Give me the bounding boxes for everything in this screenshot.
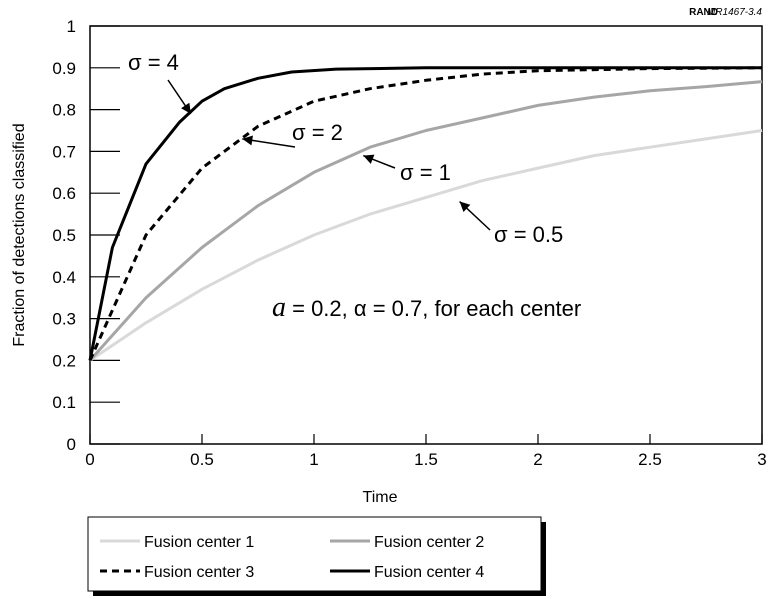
annotation-label: σ = 2 (292, 120, 343, 145)
x-tick-label: 0.5 (190, 450, 214, 469)
credit-code: MR1467-3.4 (707, 7, 762, 18)
series-line-fusion-center-3 (88, 66, 763, 362)
y-tick-label: 0.3 (52, 310, 76, 329)
legend-label: Fusion center 4 (374, 564, 484, 581)
annotation-arrowhead (459, 201, 471, 213)
annotation-label: σ = 1 (400, 160, 451, 185)
series-layer (88, 66, 763, 362)
parameter-a-symbol: a (272, 292, 286, 323)
x-tick-label: 2 (533, 450, 542, 469)
annotation-label: σ = 0.5 (494, 222, 563, 247)
credit-org: RAND (689, 7, 718, 18)
legend-items: Fusion center 1 Fusion center 2 Fusion cen… (100, 534, 484, 581)
y-axis: 0 0.1 0.2 0.3 0.4 0.5 0.6 0.7 0.8 0.9 1 (52, 17, 120, 454)
legend-label: Fusion center 2 (374, 534, 484, 551)
x-tick-label: 0 (85, 450, 94, 469)
series-line-fusion-center-2 (88, 80, 763, 362)
y-tick-label: 0.9 (52, 59, 76, 78)
series-line-fusion-center-4 (88, 66, 762, 361)
x-tick-label: 2.5 (638, 450, 662, 469)
x-axis: 0 0.5 1 1.5 2 2.5 3 (85, 434, 767, 469)
annotation-arrowhead (242, 135, 253, 146)
legend-label: Fusion center 3 (144, 564, 254, 581)
annotation-layer: σ = 4 σ = 2 σ = 1 σ = 0.5 (128, 50, 563, 247)
annotation-arrowhead (363, 154, 375, 164)
y-tick-label: 0.8 (52, 101, 76, 120)
x-axis-title: Time (363, 489, 398, 506)
x-tick-label: 1 (309, 450, 318, 469)
y-tick-label: 0.7 (52, 142, 76, 161)
y-tick-label: 0 (67, 435, 76, 454)
annotation-arrowhead (181, 102, 191, 114)
parameters-text: = 0.2, α = 0.7, for each center (286, 296, 581, 321)
y-tick-label: 0.2 (52, 351, 76, 370)
y-tick-label: 0.4 (52, 268, 76, 287)
legend-label: Fusion center 1 (144, 534, 254, 551)
x-tick-label: 1.5 (414, 450, 438, 469)
y-axis-title: Fraction of detections classified (11, 123, 28, 346)
y-tick-label: 0.5 (52, 226, 76, 245)
annotation-label: σ = 4 (128, 50, 179, 75)
y-tick-label: 0.1 (52, 393, 76, 412)
series-line-fusion-center-1 (89, 129, 763, 362)
parameters-label: a = 0.2, α = 0.7, for each center (272, 292, 581, 323)
x-tick-label: 3 (757, 450, 766, 469)
y-tick-label: 0.6 (52, 184, 76, 203)
legend (87, 516, 542, 592)
y-tick-label: 1 (67, 17, 76, 36)
